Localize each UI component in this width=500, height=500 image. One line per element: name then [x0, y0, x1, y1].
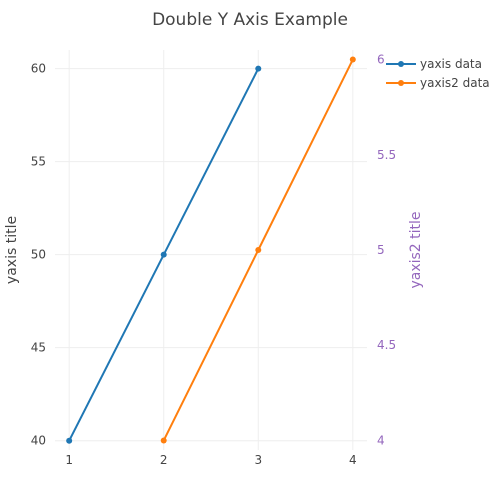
legend[interactable]: yaxis data yaxis2 data [386, 57, 490, 90]
data-point [66, 437, 73, 444]
y-tick-label: 40 [31, 434, 46, 448]
x-tick-label: 1 [65, 453, 73, 467]
legend-label: yaxis2 data [420, 76, 490, 90]
y2-tick-label: 5.5 [377, 148, 396, 162]
data-point [255, 247, 262, 253]
axes: 1 2 3 4 40 45 50 55 60 4 4.5 5 5.5 6 [31, 53, 396, 467]
gridlines [55, 50, 367, 450]
x-tick-label: 2 [160, 453, 168, 467]
y2-tick-label: 4.5 [377, 338, 396, 352]
y-tick-label: 45 [31, 341, 46, 355]
y-tick-label: 50 [31, 248, 46, 262]
y2-tick-label: 5 [377, 243, 385, 257]
legend-swatch-marker [398, 61, 404, 67]
x-tick-label: 3 [254, 453, 262, 467]
legend-item[interactable]: yaxis2 data [386, 76, 490, 90]
y-tick-label: 55 [31, 155, 46, 169]
y2-tick-label: 6 [377, 53, 385, 67]
data-point [349, 56, 356, 63]
chart-title: Double Y Axis Example [152, 10, 348, 30]
legend-label: yaxis data [420, 57, 482, 71]
legend-item[interactable]: yaxis data [386, 57, 482, 71]
data-point [160, 437, 167, 444]
data-point [255, 65, 262, 72]
x-tick-label: 4 [349, 453, 357, 467]
series-layer [66, 56, 356, 444]
y-axis-title: yaxis title [4, 216, 20, 284]
y2-axis-title: yaxis2 title [408, 211, 424, 288]
y-tick-label: 60 [31, 62, 46, 76]
y2-tick-label: 4 [377, 433, 385, 447]
legend-swatch-marker [398, 80, 404, 86]
data-point [160, 251, 167, 258]
